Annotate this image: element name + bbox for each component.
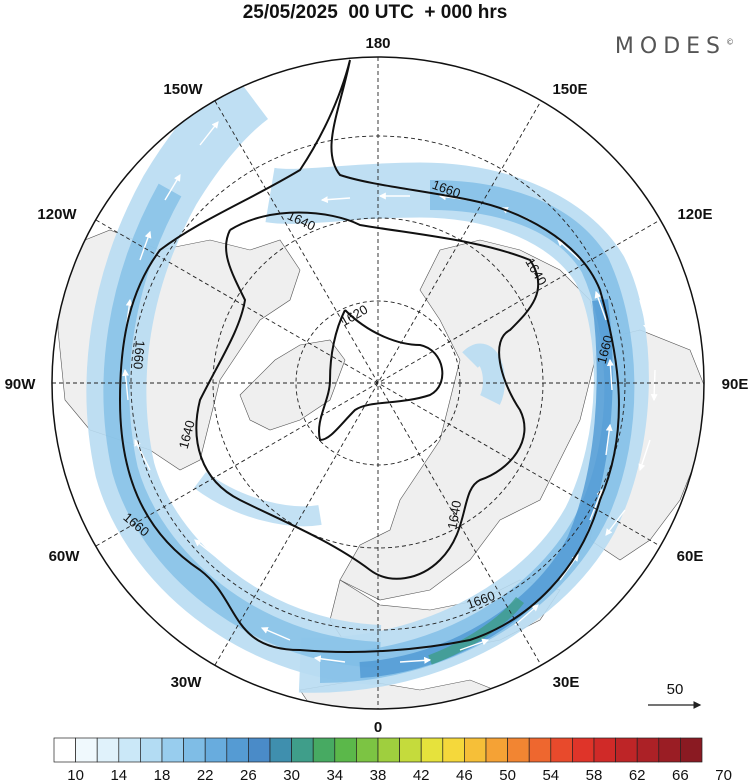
colorbar-tick-label: 14 [110,767,127,782]
lon-label-30e: 30E [553,674,580,691]
brand-mark: © [726,37,734,47]
lon-label-90e: 90E [722,376,749,393]
colorbar-tick-label: 30 [283,767,300,782]
colorbar-tick-label: 70 [715,767,732,782]
svg-text:1640: 1640 [444,499,464,530]
graticule [52,57,704,709]
colorbar-swatch [550,737,573,763]
jet-stream-shading [86,71,649,693]
svg-text:1660: 1660 [594,334,616,366]
colorbar-swatch [140,737,163,763]
colorbar-swatch [615,737,638,763]
colorbar-tick-label: 46 [456,767,473,782]
colorbar-tick-label: 26 [240,767,257,782]
colorbar-swatch [593,737,616,763]
colorbar-swatch [442,737,465,763]
vector-scale-label: 50 [667,681,684,698]
lon-label-150e: 150E [552,81,587,98]
colorbar-swatch [528,737,552,763]
wind-vectors [122,121,658,664]
lon-label-0: 0 [374,719,382,736]
colorbar-swatch [377,737,400,763]
colorbar-swatch [118,737,141,763]
colorbar-swatch [356,737,379,763]
colorbar-tick-label: 66 [672,767,689,782]
lon-label-120w: 120W [37,206,77,223]
colorbar-tick-label: 62 [629,767,646,782]
svg-text:1640: 1640 [176,419,198,451]
colorbar-swatch [96,737,120,763]
colorbar-swatch [507,737,530,763]
lon-label-60e: 60E [677,548,704,565]
colorbar [53,737,703,763]
colorbar-tick-label: 18 [154,767,171,782]
colorbar-swatch [204,737,228,763]
colorbar-swatch [269,737,292,763]
colorbar-swatch [485,737,508,763]
colorbar-swatch [399,737,422,763]
colorbar-swatch [161,737,184,763]
colorbar-tick-label: 58 [586,767,603,782]
lon-label-90w: 90W [5,376,37,393]
colorbar-swatch [183,737,206,763]
longitude-labels: 180 150E 120E 90E 60E 30E 0 30W 60W 90W … [5,35,749,736]
svg-text:1660: 1660 [130,340,147,370]
colorbar-tick-label: 10 [67,767,84,782]
colorbar-tick-label: 22 [197,767,214,782]
colorbar-tick-label: 38 [370,767,387,782]
colorbar-tick-label: 50 [499,767,516,782]
lon-label-60w: 60W [49,548,81,565]
lon-label-180: 180 [365,35,390,52]
map-border [51,56,705,710]
lon-label-30w: 30W [171,674,203,691]
brand-name: MODES [614,34,726,59]
colorbar-swatch [636,737,660,763]
colorbar-labels: 10 14 18 22 26 30 34 38 42 46 50 54 58 62 66 70 [67,767,732,782]
lon-label-150w: 150W [163,81,203,98]
map-title: 25/05/2025 00 UTC + 000 hrs [242,2,508,23]
colorbar-swatch [572,737,595,763]
colorbar-swatch [226,737,249,763]
colorbar-swatch [248,737,271,763]
vector-scale-legend: 50 [648,681,702,709]
colorbar-swatch [291,737,314,763]
lon-label-120e: 120E [677,206,712,223]
brand-logo: MODES© [615,34,734,59]
colorbar-tick-label: 42 [413,767,430,782]
colorbar-swatch [658,737,681,763]
colorbar-swatch [420,737,444,763]
colorbar-tick-label: 34 [326,767,343,782]
colorbar-swatch [334,737,357,763]
colorbar-tick-label: 54 [542,767,559,782]
colorbar-swatch [464,737,487,763]
colorbar-swatch [312,737,336,763]
colorbar-swatch [75,737,98,763]
height-contours [118,59,620,653]
colorbar-swatch [680,737,703,763]
colorbar-swatch [53,737,76,763]
